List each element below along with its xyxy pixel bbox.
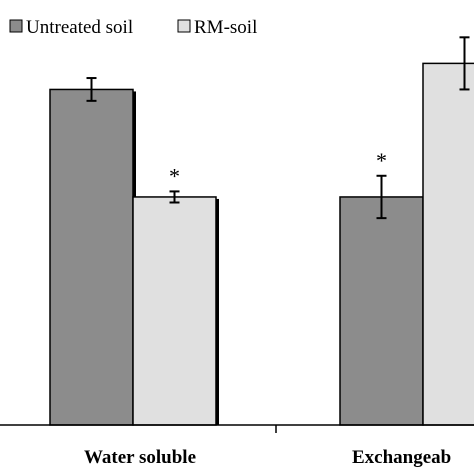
legend-swatch <box>9 19 23 33</box>
bar-rm-soil-0 <box>132 196 217 426</box>
significance-marker: * <box>169 163 180 188</box>
x-tick-label: Water soluble <box>84 447 196 468</box>
significance-marker: * <box>376 148 387 173</box>
legend-label: RM-soil <box>194 17 257 38</box>
legend-label: Untreated soil <box>26 17 133 38</box>
x-tick-label: Exchangeab <box>352 447 451 468</box>
bar-shadow <box>215 198 219 425</box>
legend-swatch <box>177 19 191 33</box>
bar-untreated-soil-1 <box>339 196 424 426</box>
axes-group <box>0 424 474 433</box>
bar-rm-soil-1 <box>422 62 474 426</box>
legend: Untreated soil RM-soil <box>9 17 257 38</box>
category-labels-group: Water soluble Exchangeab <box>84 447 451 468</box>
bars-group: ** <box>49 36 474 426</box>
bar-untreated-soil-0 <box>49 88 134 426</box>
